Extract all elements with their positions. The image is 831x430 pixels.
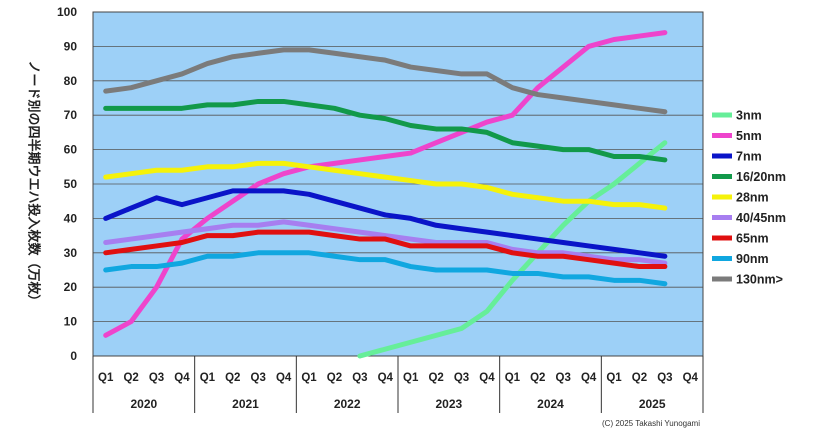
x-tick-label: Q3 <box>454 372 469 384</box>
legend-label: 3nm <box>736 109 762 123</box>
year-label: 2021 <box>232 397 259 411</box>
y-axis-ticks: 0 10 20 30 40 50 60 70 80 90 100 <box>57 5 77 363</box>
x-tick-label: Q3 <box>149 372 164 384</box>
legend-label: 130nm> <box>736 273 783 287</box>
y-tick-label: 90 <box>64 39 78 53</box>
y-tick-label: 70 <box>64 108 78 122</box>
series-line-40-45nm <box>103 219 668 266</box>
legend-label: 28nm <box>736 191 769 205</box>
legend: 3nm 5nm 7nm 16/20nm 28nm 40/45nm 65nm 90nm 130nm… <box>712 109 786 287</box>
x-tick-label: Q3 <box>657 372 672 384</box>
y-tick-label: 80 <box>64 74 78 88</box>
x-tick-label: Q4 <box>378 372 394 384</box>
y-tick-label: 30 <box>64 246 78 260</box>
year-label: 2022 <box>334 397 361 411</box>
y-axis-label: ノード別の四半期ウエハ投入枚数（万枚） <box>26 60 42 307</box>
y-tick-label: 60 <box>64 143 78 157</box>
y-tick-label: 20 <box>64 280 78 294</box>
x-tick-label: Q4 <box>479 372 495 384</box>
year-label: 2024 <box>537 397 564 411</box>
x-tick-label: Q3 <box>251 372 266 384</box>
legend-label: 90nm <box>736 252 769 266</box>
y-tick-label: 10 <box>64 315 78 329</box>
x-tick-label: Q2 <box>225 372 240 384</box>
year-label: 2020 <box>130 397 157 411</box>
x-tick-label: Q3 <box>352 372 367 384</box>
x-tick-label: Q1 <box>505 372 521 384</box>
x-tick-label: Q1 <box>606 372 622 384</box>
x-tick-label: Q2 <box>428 372 443 384</box>
series-line-130nm- <box>103 47 668 115</box>
x-tick-label: Q4 <box>683 372 699 384</box>
x-tick-label: Q1 <box>200 372 216 384</box>
year-label: 2023 <box>435 397 462 411</box>
legend-label: 40/45nm <box>736 211 786 225</box>
series-line-7nm <box>103 188 668 259</box>
y-tick-label: 40 <box>64 211 78 225</box>
series-line-5nm <box>103 30 668 338</box>
series-line-16-20nm <box>103 98 668 163</box>
legend-label: 5nm <box>736 129 762 143</box>
series-line-3nm <box>357 140 668 359</box>
y-tick-label: 0 <box>70 349 77 363</box>
copyright-credit: (C) 2025 Takashi Yunogami <box>602 419 700 428</box>
x-tick-label: Q2 <box>530 372 545 384</box>
series-lines <box>103 30 668 359</box>
x-tick-label: Q1 <box>403 372 419 384</box>
x-tick-label: Q2 <box>123 372 138 384</box>
legend-label: 7nm <box>736 150 762 164</box>
y-tick-label: 50 <box>64 177 78 191</box>
year-label: 2025 <box>639 397 666 411</box>
y-tick-label: 100 <box>57 5 77 19</box>
x-tick-label: Q3 <box>556 372 571 384</box>
x-tick-label: Q2 <box>327 372 342 384</box>
x-axis: Q1 Q2 Q3 Q4 Q1 Q2 Q3 Q4 Q1 Q2 Q3 Q4 Q1 Q2 Q3 Q4 Q1 Q2 Q3 Q4… <box>92 356 704 413</box>
series-line-65nm <box>103 229 668 270</box>
x-tick-label: Q1 <box>98 372 114 384</box>
x-tick-label: Q1 <box>301 372 317 384</box>
x-tick-label: Q4 <box>581 372 597 384</box>
series-line-28nm <box>103 160 668 211</box>
x-tick-label: Q2 <box>632 372 647 384</box>
legend-label: 16/20nm <box>736 170 786 184</box>
x-tick-label: Q4 <box>276 372 292 384</box>
series-line-90nm <box>103 250 668 287</box>
x-tick-label: Q4 <box>174 372 190 384</box>
legend-label: 65nm <box>736 232 769 246</box>
